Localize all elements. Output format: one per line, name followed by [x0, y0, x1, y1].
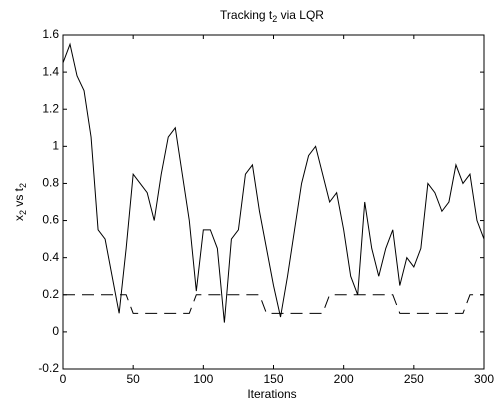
y-tick-label: 1.2	[42, 101, 59, 115]
y-label-part: x	[12, 215, 26, 221]
y-tick-label: 0.4	[42, 250, 59, 264]
y-tick-label: 0	[52, 324, 59, 338]
y-label-subscript: 2	[18, 210, 28, 215]
x-tick-label: 200	[334, 372, 354, 386]
x-tick-label: 100	[193, 372, 213, 386]
title-part: via LQR	[277, 8, 324, 22]
plot-frame	[62, 34, 485, 370]
y-tick-label: -0.2	[38, 361, 59, 375]
x-axis-label: Iterations	[247, 387, 296, 401]
y-label-subscript: 2	[18, 183, 28, 188]
x-tick-label: 50	[126, 372, 140, 386]
y-label-part: vs t	[12, 187, 26, 210]
x-tick-label: 150	[263, 372, 283, 386]
y-tick-label: 0.6	[42, 213, 59, 227]
title-subscript: 2	[272, 14, 277, 24]
x-tick-label: 300	[474, 372, 494, 386]
y-tick-label: 0.8	[42, 176, 59, 190]
chart-title: Tracking t2 via LQR	[220, 8, 324, 24]
y-axis-label: x2 vs t2	[12, 183, 28, 221]
y-tick-label: 1.6	[42, 27, 59, 41]
title-part: Tracking t	[220, 8, 273, 22]
x-tick-label: 250	[404, 372, 424, 386]
series-line	[62, 42, 485, 323]
y-tick-label: 1.4	[42, 64, 59, 78]
y-tick-label: 0.2	[42, 287, 59, 301]
series-line	[63, 294, 484, 314]
x-tick-label: 0	[60, 372, 67, 386]
y-tick-label: 1	[52, 139, 59, 153]
